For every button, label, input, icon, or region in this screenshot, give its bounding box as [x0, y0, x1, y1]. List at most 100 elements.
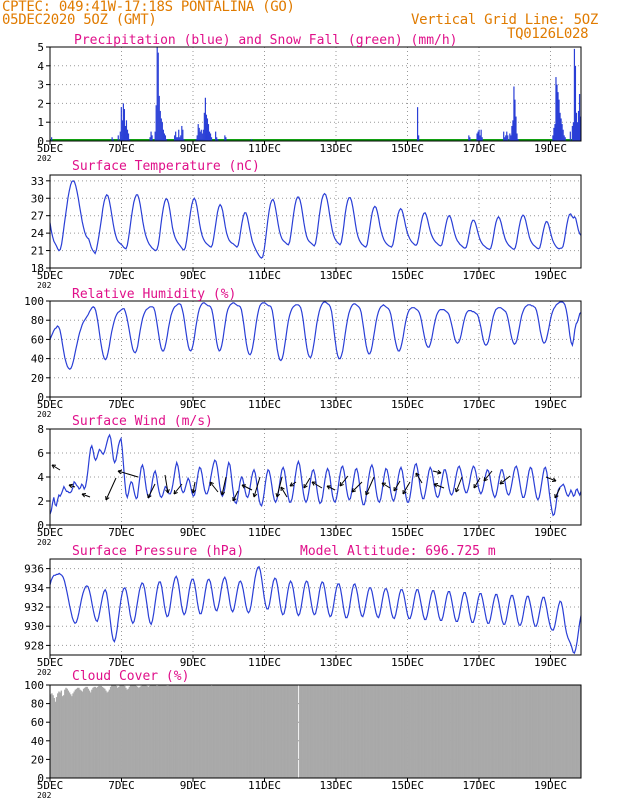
cloud-bar: [207, 685, 209, 778]
cloud-bar: [354, 685, 356, 778]
cloud-bar: [430, 685, 433, 778]
cloud-bar: [482, 685, 484, 778]
cloud-bar: [94, 686, 97, 778]
cloud-bar: [425, 685, 428, 778]
cloud-bar: [66, 688, 68, 778]
cloud-bar: [360, 685, 362, 778]
cloud-bar: [517, 685, 520, 778]
cloud-bar: [210, 685, 213, 778]
precip-bar: [200, 129, 202, 141]
precip-bar: [161, 122, 163, 141]
wind-arrow: [280, 486, 288, 498]
cloud-bar: [188, 685, 191, 778]
cloud-bar: [333, 685, 335, 778]
wind-arrow: [221, 476, 227, 496]
cloud-bar: [176, 685, 179, 778]
precip-bar: [250, 139, 253, 141]
x-tick-label: 9DEC: [180, 526, 207, 539]
cloud-bar: [350, 685, 353, 778]
cloud-bar: [264, 685, 267, 778]
x-tick-label: 15DEC: [391, 142, 424, 155]
cloud-bar: [183, 685, 186, 778]
cloud-bar: [274, 685, 276, 778]
wind-arrow: [192, 481, 196, 494]
wind-arrow: [326, 485, 336, 491]
cloud-bar: [152, 685, 154, 778]
cloud-bar: [532, 685, 535, 778]
rh-line: [49, 301, 582, 370]
precip-bar: [476, 133, 478, 141]
cloud-bar: [467, 685, 469, 778]
cloud-bar: [143, 685, 146, 778]
cloud-bar: [99, 685, 101, 778]
wind-arrowhead: [165, 489, 170, 494]
cloud-bar: [96, 686, 99, 778]
cloud-bar: [250, 685, 253, 778]
cloud-bar: [266, 685, 268, 778]
wind-arrow: [554, 487, 561, 499]
y-tick-label: 20: [31, 372, 44, 385]
cloud-bar: [219, 685, 221, 778]
cloud-bar: [552, 685, 555, 778]
cloud-bar: [108, 689, 111, 778]
cloud-bar: [85, 686, 87, 778]
cloud-bar: [326, 685, 328, 778]
cloud-bar: [431, 685, 434, 778]
cloud-bar: [268, 685, 270, 778]
precip-bar: [578, 94, 581, 141]
x-tick-label: 11DEC: [248, 398, 281, 411]
cloud-bar: [193, 685, 195, 778]
cloud-bar: [544, 685, 547, 778]
cloud-bar: [407, 685, 409, 778]
cloud-bar: [323, 685, 326, 778]
wind-arrow: [432, 470, 442, 474]
wind-arrow: [68, 484, 76, 488]
cloud-bar: [391, 685, 394, 778]
panel-cloud: 0 20 40 60 80 100 5DEC 7DEC 9DEC 11DEC 13DEC 15DEC 1…: [24, 669, 582, 800]
precip-bar: [215, 131, 217, 141]
cloud-bar: [167, 685, 169, 778]
cloud-bar: [463, 685, 465, 778]
precip-bar: [150, 131, 152, 141]
cloud-bar: [208, 685, 211, 778]
wind-arrow: [483, 470, 493, 482]
cloud-bar: [88, 690, 91, 778]
cloud-bar: [436, 685, 438, 778]
cloud-bar: [201, 685, 204, 778]
x-tick-label: 19DEC: [534, 269, 567, 282]
cloud-bar: [79, 689, 81, 778]
cloud-bar: [172, 685, 174, 778]
cloud-bar: [452, 685, 455, 778]
precip-bar: [559, 112, 561, 141]
cloud-bar: [538, 685, 541, 778]
precip-bar: [203, 112, 205, 141]
cloud-bar: [383, 685, 386, 778]
precip-bar: [195, 139, 197, 141]
precip-bar: [127, 133, 130, 141]
y-tick-label: 2: [37, 495, 44, 508]
panel-title: Precipitation (blue) and Snow Fall (gree…: [74, 33, 458, 48]
wind-arrowhead: [117, 469, 123, 475]
model-code: TQ0126L028: [507, 26, 589, 42]
cloud-bar: [275, 685, 278, 778]
cloud-bar: [62, 695, 65, 778]
cloud-bar: [423, 685, 426, 778]
cloud-bar: [548, 685, 550, 778]
cloud-bar: [390, 685, 393, 778]
cloud-bar: [235, 685, 238, 778]
cloud-bar: [125, 687, 127, 778]
panel-title: Surface Temperature (nC): [72, 159, 260, 174]
precip-bar: [199, 131, 201, 141]
cloud-bar: [353, 685, 355, 778]
cloud-bar: [106, 692, 108, 778]
precip-bar: [561, 124, 563, 141]
precip-bar: [569, 131, 571, 141]
cloud-bar: [64, 689, 66, 778]
cloud-bar: [469, 685, 471, 778]
x-tick-label: 17DEC: [462, 142, 495, 155]
y-tick-label: 33: [31, 175, 44, 188]
cloud-bar: [237, 685, 240, 778]
cloud-bar: [366, 685, 368, 778]
x-tick-label: 7DEC: [108, 779, 135, 792]
panel-pres: 928 930 932 934 936 5DEC 7DEC 9DEC 11DEC 13DEC 15D…: [24, 544, 582, 677]
